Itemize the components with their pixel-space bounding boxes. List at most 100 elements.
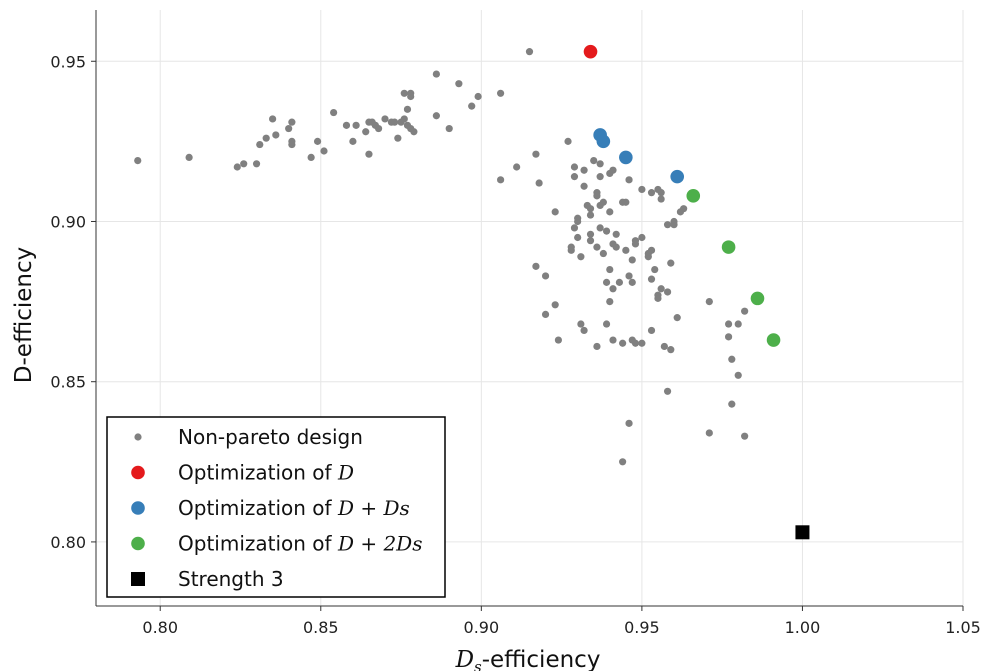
legend-label-text: Optimization of (178, 532, 338, 556)
data-point-nonpareto (233, 163, 241, 171)
legend-label-math: D + Ds (337, 496, 410, 520)
data-point-nonpareto (606, 208, 614, 216)
data-point-optimized (721, 240, 736, 254)
data-point-nonpareto (667, 346, 675, 354)
data-point-nonpareto (432, 70, 440, 78)
data-point-nonpareto (734, 320, 742, 328)
x-tick-label: 0.85 (303, 618, 339, 637)
data-point-nonpareto (474, 92, 482, 101)
data-point-nonpareto (288, 140, 296, 149)
data-point-optimized (596, 134, 611, 149)
data-point-nonpareto (288, 118, 296, 126)
data-point-nonpareto (580, 166, 588, 174)
data-point-nonpareto (593, 342, 601, 351)
data-point-nonpareto (513, 163, 521, 171)
y-tick-label: 0.90 (50, 212, 86, 231)
x-axis-ticks: 0.80 0.85 0.90 0.95 1.00 1.05 (142, 606, 981, 637)
data-point-nonpareto (349, 137, 357, 145)
data-point-nonpareto (262, 134, 270, 142)
data-point-nonpareto (580, 182, 588, 190)
data-point-optimized (686, 189, 701, 203)
data-point-nonpareto (307, 153, 315, 161)
data-point-nonpareto (342, 121, 351, 129)
data-point-optimized (750, 291, 765, 306)
legend-marker (131, 501, 145, 515)
data-point-nonpareto (606, 297, 614, 306)
legend-label: Non-pareto design (178, 425, 363, 449)
data-point-nonpareto (580, 326, 588, 335)
data-point-nonpareto (313, 137, 322, 145)
data-point-nonpareto (410, 128, 418, 136)
data-point-nonpareto (400, 115, 408, 123)
data-points (134, 44, 810, 540)
data-point-nonpareto (647, 246, 656, 254)
axes (95, 10, 963, 607)
data-point-nonpareto (497, 89, 505, 97)
legend-label: Optimization of D + Ds (178, 496, 410, 520)
data-point-nonpareto (673, 314, 681, 322)
x-tick-label: 0.80 (142, 618, 178, 637)
data-point-nonpareto (374, 124, 383, 133)
legend-label: Optimization of D (178, 461, 354, 485)
data-point-nonpareto (407, 89, 415, 97)
data-point-nonpareto (593, 192, 601, 200)
data-point-nonpareto (654, 294, 662, 302)
data-point-nonpareto (638, 233, 646, 242)
data-point-nonpareto (625, 176, 633, 184)
data-point-nonpareto (432, 112, 440, 120)
data-point-nonpareto (638, 339, 646, 347)
data-point-nonpareto (551, 301, 559, 309)
data-point-nonpareto (577, 320, 585, 328)
data-point-nonpareto (285, 124, 293, 133)
data-point-nonpareto (602, 320, 611, 328)
legend-label-math: D + 2Ds (337, 532, 423, 556)
data-point-nonpareto (705, 429, 713, 437)
data-point-nonpareto (724, 333, 733, 341)
data-point-nonpareto (272, 131, 280, 139)
data-point-nonpareto (525, 48, 534, 56)
x-axis-label: Ds-efficiency (455, 647, 601, 671)
data-point-nonpareto (551, 208, 559, 216)
legend-label: Strength 3 (178, 567, 284, 591)
data-point-nonpareto (365, 150, 373, 158)
data-point-nonpareto (609, 285, 617, 293)
data-point-nonpareto (609, 166, 617, 174)
data-point-nonpareto (577, 253, 585, 261)
data-point-nonpareto (619, 458, 627, 466)
data-point-nonpareto (362, 128, 370, 136)
x-tick-label: 1.05 (945, 618, 981, 637)
legend-marker (131, 465, 145, 480)
data-point-nonpareto (252, 160, 261, 168)
data-point-nonpareto (741, 307, 749, 315)
data-point-nonpareto (574, 233, 582, 242)
data-point-nonpareto (670, 221, 678, 229)
data-point-nonpareto (532, 150, 540, 158)
data-point-nonpareto (667, 259, 675, 267)
data-point-nonpareto (240, 160, 248, 168)
data-point-optimized (670, 169, 685, 184)
data-point-nonpareto (663, 288, 672, 296)
data-point-nonpareto (570, 173, 579, 181)
data-point-nonpareto (612, 230, 620, 238)
legend-label-text: Strength 3 (178, 567, 284, 591)
data-point-nonpareto (185, 153, 193, 161)
data-point-nonpareto (647, 326, 656, 335)
data-point-nonpareto (638, 185, 646, 194)
data-point-nonpareto (625, 272, 633, 280)
data-point-nonpareto (574, 214, 582, 222)
data-point-optimized (583, 44, 598, 59)
data-point-nonpareto (541, 272, 550, 280)
data-point-nonpareto (567, 243, 575, 251)
data-point-nonpareto (628, 256, 636, 264)
legend-label-text: Optimization of (178, 461, 338, 485)
data-point-nonpareto (705, 297, 713, 306)
data-point-nonpareto (663, 387, 672, 395)
data-point-nonpareto (400, 89, 408, 97)
data-point-square (795, 525, 810, 540)
data-point-nonpareto (394, 134, 402, 142)
data-point-nonpareto (631, 339, 640, 347)
data-point-nonpareto (445, 124, 453, 133)
data-point-nonpareto (657, 195, 665, 203)
data-point-nonpareto (564, 137, 572, 145)
